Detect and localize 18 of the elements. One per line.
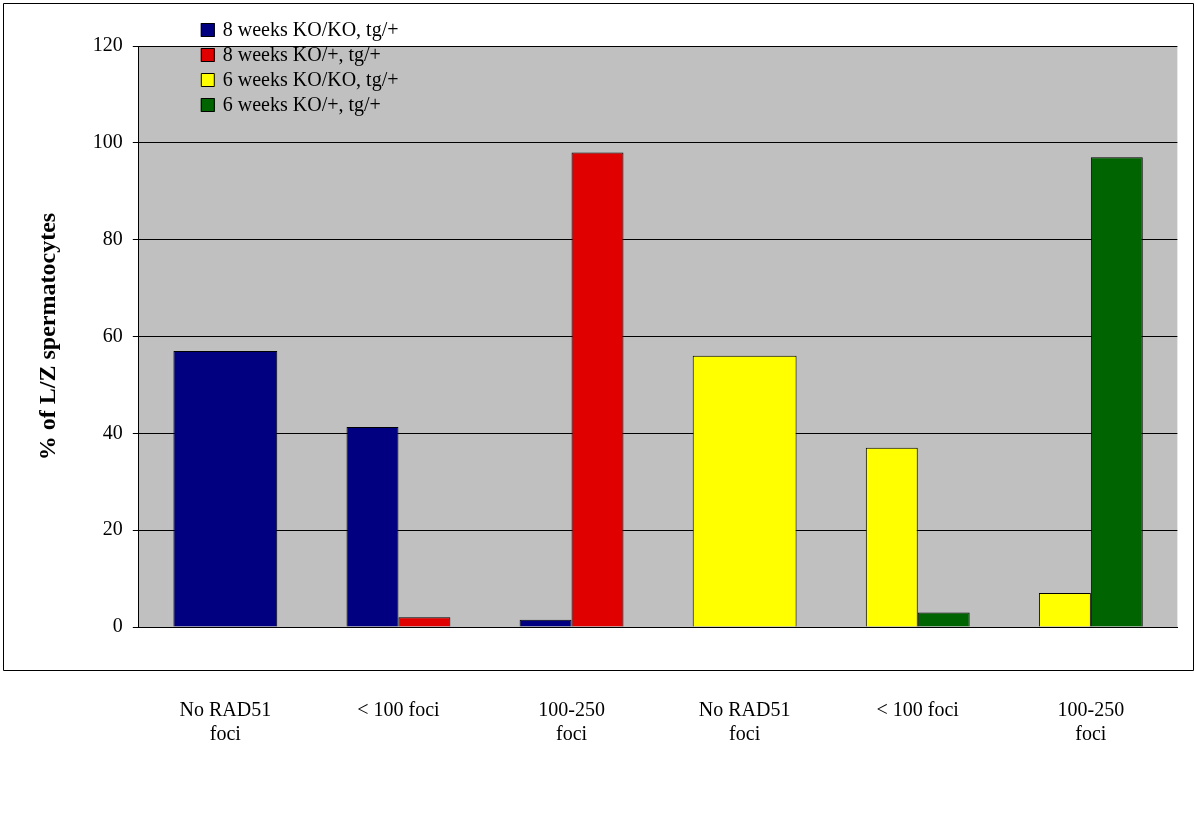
- y-tick-label: 20: [102, 517, 123, 540]
- x-tick-label: 100-250 foci: [1057, 698, 1125, 745]
- x-tick-label: No RAD51 foci: [698, 698, 791, 745]
- y-axis-title: % of L/Z spermatocytes: [33, 212, 60, 461]
- x-tick-label: 100-250 foci: [538, 698, 605, 745]
- legend-label: 6 weeks KO/+, tg/+: [222, 93, 381, 117]
- x-tick-label: < 100 foci: [876, 698, 960, 721]
- y-tick-label: 60: [102, 323, 123, 346]
- y-tick-label: 120: [92, 33, 123, 56]
- y-tick-label: 0: [112, 614, 123, 637]
- y-tick-label: 80: [102, 226, 123, 249]
- legend-label: 8 weeks KO/KO, tg/+: [222, 18, 399, 42]
- y-tick-label: 40: [102, 420, 123, 443]
- x-tick-label: No RAD51 foci: [179, 698, 272, 745]
- x-tick-label: < 100 foci: [357, 698, 441, 721]
- legend-label: 8 weeks KO/+, tg/+: [222, 43, 381, 67]
- y-tick-label: 100: [92, 130, 123, 153]
- legend-label: 6 weeks KO/KO, tg/+: [222, 68, 399, 92]
